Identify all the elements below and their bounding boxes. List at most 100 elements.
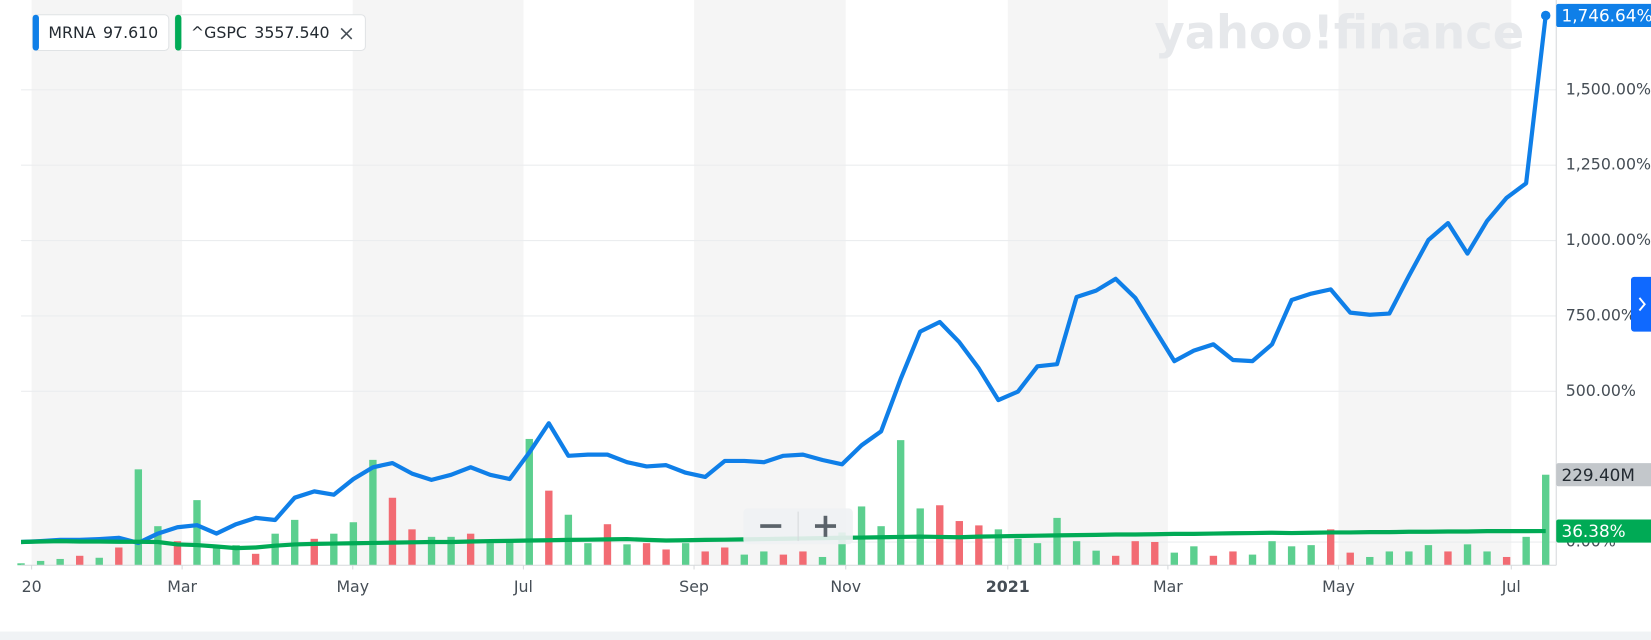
axes: 20MarMayJulSepNov2021MarMayJul0.00%500.0…	[22, 79, 1651, 596]
legend-item[interactable]: MRNA 97.610	[32, 14, 170, 52]
toggle-tab	[1630, 276, 1651, 332]
volume-bar	[1131, 541, 1139, 566]
volume-bar	[232, 545, 240, 566]
volume-bar	[173, 541, 182, 566]
volume-bar	[681, 543, 690, 566]
legend-price: 3557.540	[254, 23, 329, 42]
volume-bar	[1229, 551, 1237, 566]
legend-swatch	[175, 14, 182, 51]
volume-last-label: 229.40M	[1562, 465, 1635, 485]
volume-bar	[447, 536, 455, 566]
volume-bar	[466, 533, 475, 566]
legend-item[interactable]: ^GSPC 3557.540	[174, 14, 366, 52]
volume-bar	[1366, 556, 1374, 566]
volume-bar	[701, 551, 709, 566]
volume-bar	[1151, 541, 1159, 566]
remove-series-button[interactable]	[340, 27, 353, 40]
volume-bar	[506, 541, 514, 566]
volume-bar	[95, 557, 103, 566]
volume-bar	[115, 547, 123, 566]
watermark: yahoo!finance	[1155, 5, 1525, 59]
volume-bar	[1014, 538, 1022, 566]
volume-bar	[271, 533, 279, 566]
month-band	[352, 0, 524, 566]
volume-bar	[1268, 541, 1276, 566]
volume-bar	[1542, 474, 1550, 566]
volume-bar	[1190, 546, 1198, 566]
volume-bar	[36, 560, 45, 566]
x-tick-label: 20	[22, 577, 42, 596]
x-tick-label: Mar	[167, 577, 197, 596]
last-point	[1540, 10, 1551, 21]
volume-bar	[877, 526, 885, 566]
y-tick-label: 1,250.00%	[1566, 155, 1651, 174]
x-tick-label: Jul	[513, 577, 533, 596]
grid	[21, 89, 1557, 543]
volume-bar	[642, 543, 651, 566]
plus-icon-v	[823, 515, 828, 537]
month-band	[1007, 0, 1168, 566]
volume-bar	[662, 549, 670, 566]
volume-bar	[1385, 551, 1394, 566]
minus-icon	[760, 524, 782, 528]
volume-bar	[212, 547, 221, 566]
volume-bar	[1092, 550, 1100, 566]
y-tick-label: 750.00%	[1566, 305, 1636, 324]
volume-bar	[1346, 552, 1354, 566]
volume-bar	[1209, 555, 1218, 566]
volume-bar	[779, 554, 788, 566]
y-tick-label: 1,500.00%	[1566, 79, 1651, 98]
volume-bar	[721, 547, 729, 566]
volume-bar	[486, 543, 494, 566]
volume-bar	[1327, 529, 1335, 566]
volume-bar	[1444, 551, 1452, 566]
volume-bar	[1072, 541, 1081, 566]
volume-bar	[330, 533, 338, 566]
volume-bar	[1522, 536, 1530, 566]
volume-bar	[1111, 555, 1120, 566]
y-tick-label: 500.00%	[1566, 381, 1636, 400]
volume-bar	[1033, 543, 1042, 566]
month-bands	[31, 0, 1512, 566]
volume-bar	[838, 532, 846, 566]
volume-bar	[818, 556, 827, 566]
volume-bar	[1307, 545, 1315, 566]
volume-last-label-box	[1556, 463, 1651, 487]
gspc-last-label: 36.38%	[1562, 521, 1626, 541]
zoom-in-button[interactable]	[814, 515, 837, 537]
x-tick-label: 2021	[986, 577, 1030, 596]
volume-bar	[154, 526, 162, 566]
legend-name: MRNA	[48, 23, 95, 42]
volume-bar	[760, 551, 768, 566]
x-tick-label: May	[1322, 577, 1355, 596]
footer-strip	[0, 631, 1651, 640]
volume-bar	[388, 497, 397, 566]
volume-bar	[584, 543, 592, 566]
zoom-out-button[interactable]	[760, 524, 782, 528]
volume-bar	[1502, 556, 1511, 566]
y-tick-label: 1,000.00%	[1566, 230, 1651, 249]
volume-bar	[955, 521, 963, 566]
volume-bar	[76, 555, 84, 566]
mrna-last-label-box	[1556, 3, 1651, 28]
legend-swatch	[32, 14, 39, 51]
volume-bar	[369, 459, 377, 566]
volume-bar	[994, 529, 1003, 566]
volume-bar	[1287, 546, 1296, 566]
volume-bar	[896, 440, 905, 566]
volume-bar	[799, 551, 807, 566]
month-band	[31, 0, 183, 566]
side-panel-toggle[interactable]	[1630, 276, 1651, 332]
volume-bar	[623, 544, 631, 566]
chevron-icon	[1638, 297, 1646, 312]
volume-bar	[545, 490, 553, 566]
volume-bar	[17, 563, 25, 566]
volume-bar	[1424, 545, 1433, 566]
close-icon	[340, 27, 353, 40]
volume-bar	[975, 525, 983, 566]
legend-name: ^GSPC	[191, 23, 247, 42]
volume-bar	[1248, 554, 1257, 566]
x-tick-label: Nov	[830, 577, 861, 596]
